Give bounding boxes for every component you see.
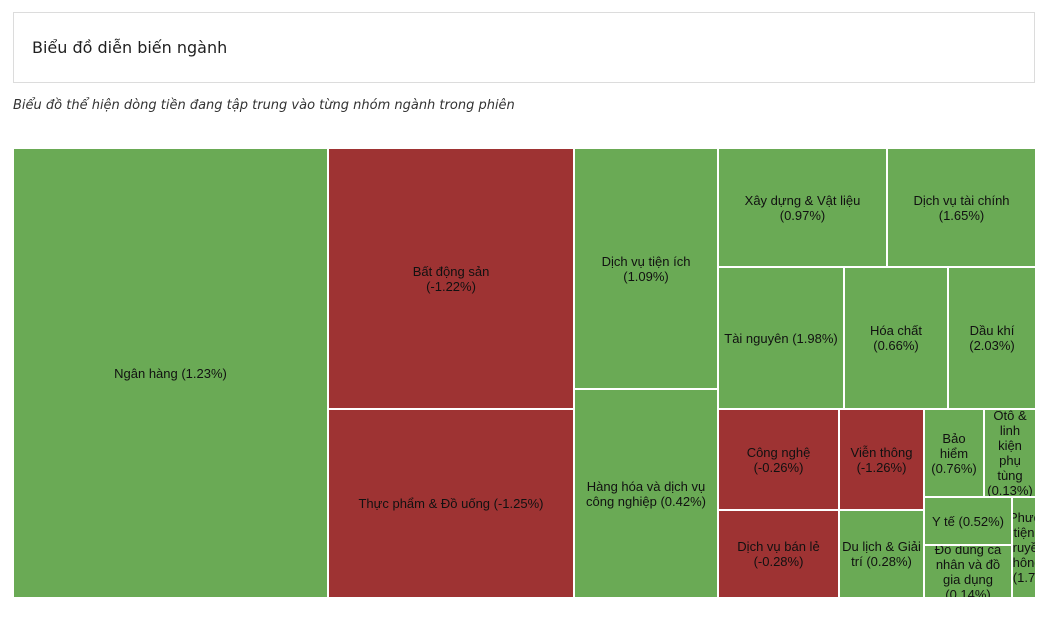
treemap-tile[interactable]: Bảo hiểm (0.76%) — [924, 409, 984, 497]
treemap-tile-label: Hàng hóa và dịch vụ công nghiệp (0.42%) — [586, 478, 706, 509]
treemap-tile[interactable]: Phương tiện truyền thông (1.7 — [1012, 497, 1036, 598]
treemap-tile[interactable]: Tài nguyên (1.98%) — [718, 267, 844, 409]
treemap-tile[interactable]: Dịch vụ tiện ích (1.09%) — [574, 148, 718, 389]
treemap-tile[interactable]: Thực phẩm & Đồ uống (-1.25%) — [328, 409, 574, 598]
treemap-tile[interactable]: Hàng hóa và dịch vụ công nghiệp (0.42%) — [574, 389, 718, 598]
treemap-tile-label: Công nghệ (-0.26%) — [746, 444, 811, 475]
treemap-tile[interactable]: Y tế (0.52%) — [924, 497, 1012, 545]
treemap-tile-label: Viễn thông (-1.26%) — [850, 444, 913, 475]
treemap-tile-label: Ôtô & linh kiện phụ tùng (0.13%) — [987, 409, 1033, 497]
chart-header-title: Biểu đồ diễn biến ngành — [32, 38, 228, 57]
treemap-tile-label: Du lịch & Giải trí (0.28%) — [842, 539, 921, 569]
treemap-tile-label: Bất động sản (-1.22%) — [412, 263, 490, 294]
treemap-tile[interactable]: Ngân hàng (1.23%) — [13, 148, 328, 598]
treemap-tile[interactable]: Du lịch & Giải trí (0.28%) — [839, 510, 924, 598]
treemap-tile[interactable]: Bất động sản (-1.22%) — [328, 148, 574, 409]
treemap-tile-label: Bảo hiểm (0.76%) — [931, 430, 977, 476]
treemap-tile[interactable]: Dịch vụ bán lẻ (-0.28%) — [718, 510, 839, 598]
treemap-tile[interactable]: Hóa chất (0.66%) — [844, 267, 948, 409]
chart-description: Biểu đồ thể hiện dòng tiền đang tập trun… — [13, 98, 515, 113]
treemap-tile-label: Y tế (0.52%) — [931, 513, 1005, 529]
treemap-tile[interactable]: Công nghệ (-0.26%) — [718, 409, 839, 510]
treemap-tile-label: Dầu khí (2.03%) — [969, 323, 1015, 353]
treemap-tile[interactable]: Ôtô & linh kiện phụ tùng (0.13%) — [984, 409, 1036, 497]
treemap-tile-label: Thực phẩm & Đồ uống (-1.25%) — [358, 496, 544, 511]
treemap-tile-label: Tài nguyên (1.98%) — [724, 330, 838, 346]
treemap-tile-label: Ngân hàng (1.23%) — [114, 365, 227, 381]
treemap-tile-label: Đồ dùng cá nhân và đồ gia dụng (0.14%) — [934, 545, 1002, 598]
treemap-tile-label: Dịch vụ tài chính (1.65%) — [913, 192, 1010, 223]
chart-header-card: Biểu đồ diễn biến ngành — [13, 12, 1035, 83]
treemap-tile-label: Phương tiện truyền thông (1.7 — [1012, 510, 1036, 585]
treemap-tile-label: Hóa chất (0.66%) — [869, 323, 923, 353]
sector-treemap: Ngân hàng (1.23%) Bất động sản (-1.22%) Th… — [13, 148, 1036, 598]
treemap-tile[interactable]: Đồ dùng cá nhân và đồ gia dụng (0.14%) — [924, 545, 1012, 598]
treemap-tile-label: Dịch vụ tiện ích (1.09%) — [601, 253, 691, 284]
treemap-tile[interactable]: Xây dựng & Vật liệu (0.97%) — [718, 148, 887, 267]
treemap-tile-label: Dịch vụ bán lẻ (-0.28%) — [737, 539, 820, 569]
treemap-tile-label: Xây dựng & Vật liệu (0.97%) — [744, 192, 861, 223]
treemap-tile[interactable]: Dầu khí (2.03%) — [948, 267, 1036, 409]
treemap-tile[interactable]: Viễn thông (-1.26%) — [839, 409, 924, 510]
treemap-tile[interactable]: Dịch vụ tài chính (1.65%) — [887, 148, 1036, 267]
